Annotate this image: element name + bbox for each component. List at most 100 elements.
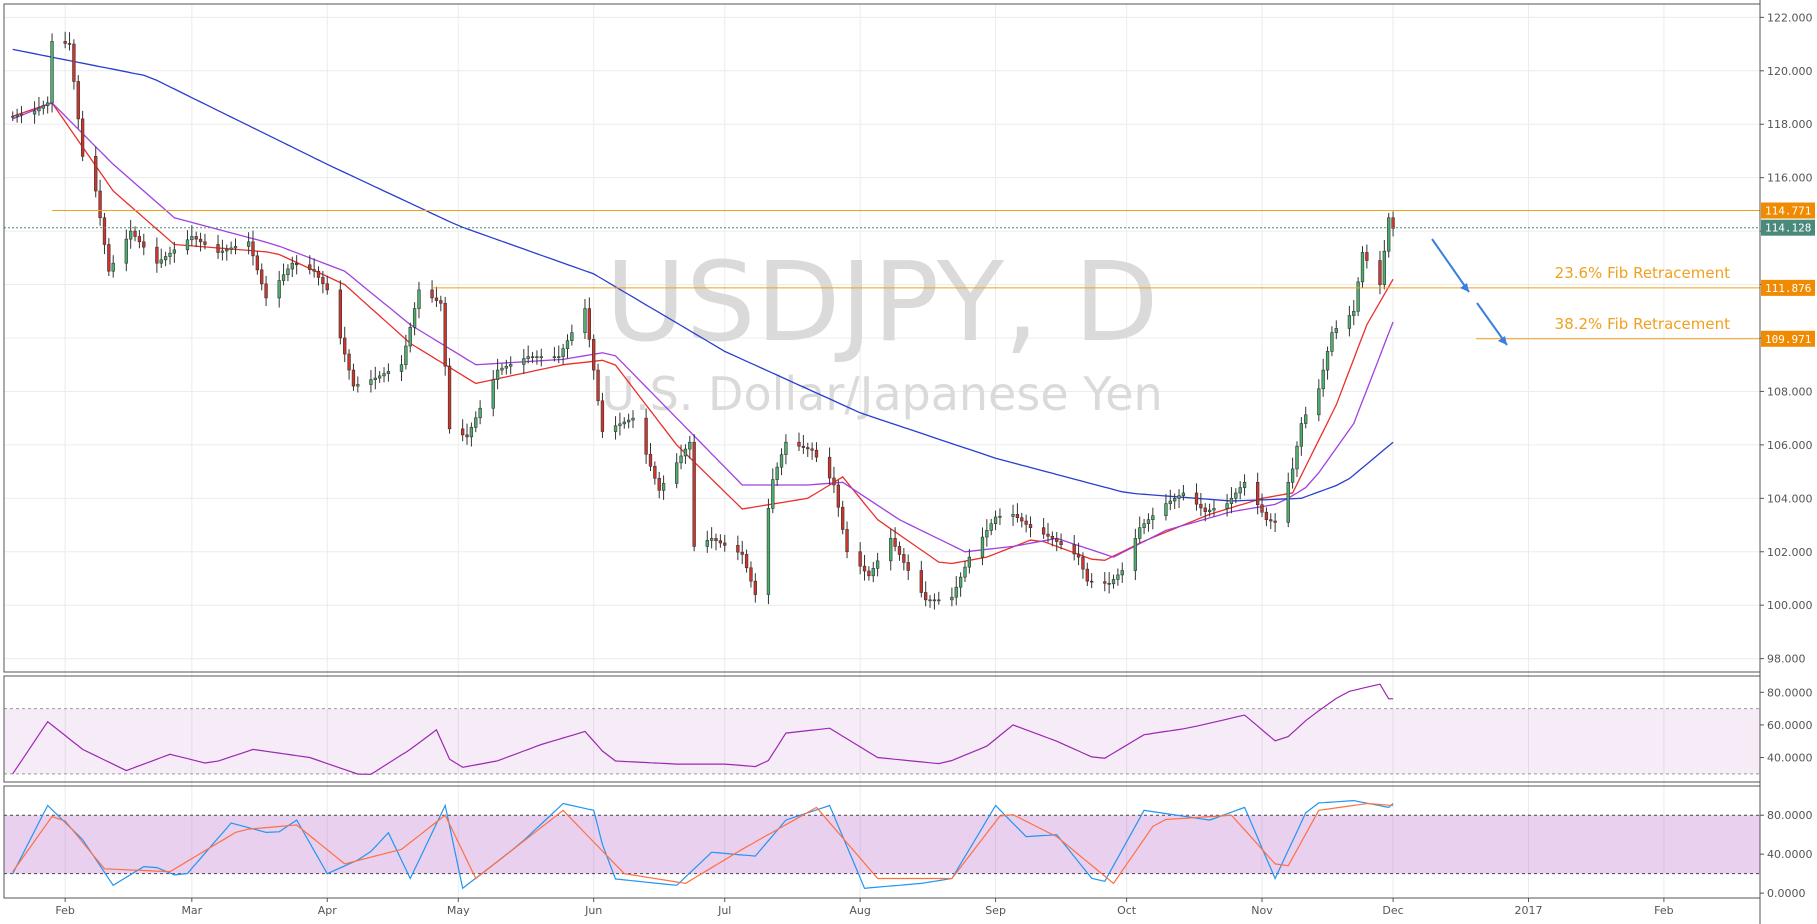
x-tick-label: Jul (717, 904, 731, 917)
candle (784, 434, 788, 465)
candle (1142, 518, 1146, 535)
candle (657, 471, 661, 499)
candle (583, 298, 587, 340)
candle (386, 363, 391, 382)
candle (41, 100, 45, 115)
candle (281, 263, 286, 286)
candle (771, 468, 775, 514)
candle (993, 510, 998, 531)
y-tick-label: 104.000 (1767, 492, 1813, 505)
candle (753, 573, 757, 603)
svg-text:111.876: 111.876 (1765, 282, 1811, 295)
candle (1111, 574, 1116, 589)
candle (46, 96, 50, 114)
candle (1011, 504, 1015, 526)
candle (1269, 513, 1273, 530)
candle (102, 212, 107, 255)
candle (338, 280, 343, 345)
candle (63, 31, 67, 49)
y-tick-label: 108.000 (1767, 385, 1813, 398)
fib-38-2-label: 38.2% Fib Retracement (1555, 315, 1730, 333)
candle (1334, 320, 1338, 340)
candle (557, 345, 561, 364)
candle (845, 521, 849, 559)
candle (836, 480, 840, 517)
candle (295, 255, 299, 275)
candle (1286, 472, 1290, 528)
candle (801, 434, 806, 454)
candle (15, 108, 19, 123)
candle (736, 535, 740, 561)
candle (107, 238, 111, 277)
candle (1212, 500, 1216, 517)
candle (1295, 441, 1299, 477)
candle (1076, 542, 1081, 566)
horizontal-levels (4, 210, 1760, 340)
ma-sma_long (12, 48, 1394, 502)
candle (495, 358, 500, 390)
candle (1299, 417, 1303, 456)
candle (1260, 493, 1264, 518)
candle (246, 232, 251, 255)
candle (871, 561, 875, 583)
candle (1116, 568, 1120, 586)
x-tick-label: Mar (181, 904, 202, 917)
candle (661, 475, 666, 500)
y-tick-label: 120.000 (1767, 65, 1813, 78)
candle (233, 238, 238, 255)
candle (1041, 518, 1046, 539)
x-tick-label: Feb (1654, 904, 1673, 917)
candle (155, 237, 159, 273)
candle (412, 302, 417, 336)
candle (797, 432, 801, 452)
candle (168, 246, 172, 265)
candle (766, 498, 771, 605)
candle (1059, 533, 1063, 550)
candle (998, 508, 1002, 526)
candle (749, 561, 753, 588)
candle (67, 32, 72, 51)
oscillator-lines (12, 683, 1394, 890)
candle (229, 241, 233, 255)
candle (985, 519, 989, 547)
candle (72, 39, 76, 90)
y-tick-label: 106.000 (1767, 439, 1813, 452)
ma-ema_mid (12, 102, 1394, 558)
candle (1020, 512, 1024, 528)
candle (530, 351, 535, 364)
candle (491, 369, 495, 417)
rsi-tick-label: 40.0000 (1767, 752, 1813, 765)
candle (714, 533, 718, 551)
candle (526, 345, 530, 364)
x-tick-label: Nov (1251, 904, 1273, 917)
candle (382, 367, 386, 383)
candle (111, 255, 115, 278)
candle (1225, 494, 1229, 517)
candle (461, 419, 465, 442)
x-tick-label: Feb (55, 904, 74, 917)
arrow-2-head (1498, 336, 1507, 345)
x-tick-label: Dec (1382, 904, 1403, 917)
candle (932, 593, 937, 610)
candle (373, 366, 377, 390)
candle (124, 229, 128, 272)
candle (1238, 481, 1242, 500)
candle (129, 219, 133, 249)
svg-text:114.771: 114.771 (1765, 205, 1811, 218)
candle (439, 295, 443, 312)
candle (478, 400, 482, 425)
svg-text:109.971: 109.971 (1765, 333, 1811, 346)
candle (1382, 239, 1386, 290)
candle (216, 234, 220, 259)
candle (539, 348, 543, 367)
rsi-band (4, 708, 1760, 774)
candle (648, 443, 653, 472)
candle (775, 462, 779, 487)
candle (1103, 572, 1107, 592)
candle (1181, 484, 1186, 501)
time-axis: Feb Mar Apr May Jun Jul Aug Sep Oct Nov Dec 2017 Feb (4, 897, 1760, 917)
candle (980, 527, 985, 566)
candle (1146, 513, 1151, 532)
candle (1090, 573, 1094, 589)
